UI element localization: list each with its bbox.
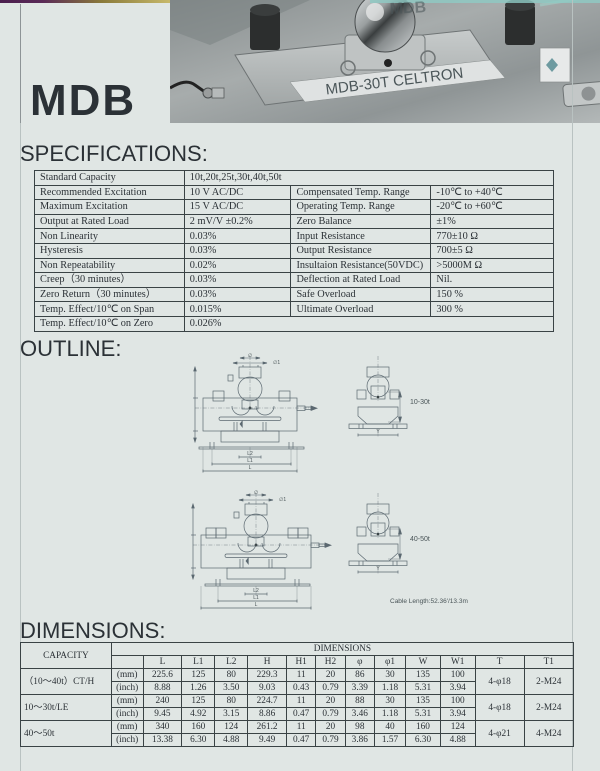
svg-text:10-30t: 10-30t	[410, 399, 430, 406]
svg-text:Cable Length:52.36'/13.3m: Cable Length:52.36'/13.3m	[390, 598, 468, 605]
svg-text:40-50t: 40-50t	[410, 536, 430, 543]
